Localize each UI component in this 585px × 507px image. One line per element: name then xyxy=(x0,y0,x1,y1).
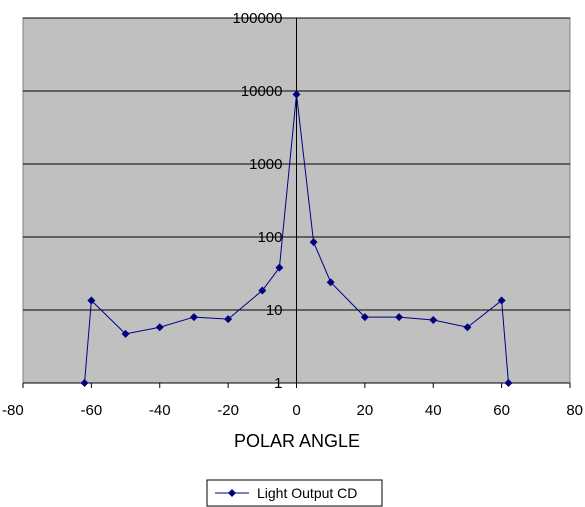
y-tick-label-0: 1 xyxy=(274,375,282,392)
x-tick-label-2: -40 xyxy=(149,402,171,419)
x-axis-title: POLAR ANGLE xyxy=(234,431,360,451)
data-point-0-14 xyxy=(463,323,472,332)
x-tick-label-6: 40 xyxy=(425,402,442,419)
x-tick-label-5: 20 xyxy=(357,402,374,419)
data-point-0-10 xyxy=(326,278,335,287)
data-point-0-2 xyxy=(121,329,130,338)
y-tick-label-1: 10 xyxy=(266,302,283,319)
y-tick-label-4: 10000 xyxy=(241,83,283,100)
x-tick-label-1: -60 xyxy=(81,402,103,419)
data-point-0-7 xyxy=(275,263,284,272)
x-tick-label-4: 0 xyxy=(292,402,300,419)
x-axis xyxy=(22,382,571,388)
y-tick-label-5: 100000 xyxy=(232,10,282,27)
data-point-0-12 xyxy=(395,313,404,322)
x-tick-label-0: -80 xyxy=(2,402,24,419)
data-point-0-11 xyxy=(360,313,369,322)
series-group xyxy=(80,90,513,387)
data-point-0-9 xyxy=(309,238,318,247)
data-point-0-16 xyxy=(504,379,513,387)
y-tick-labels: 1 10 100 1000 10000 100000 xyxy=(232,10,282,392)
x-tick-label-7: 60 xyxy=(493,402,510,419)
data-point-0-3 xyxy=(155,323,164,332)
x-tick-label-3: -20 xyxy=(217,402,239,419)
legend-label: Light Output CD xyxy=(257,485,357,501)
data-point-0-4 xyxy=(189,313,198,322)
y-tick-label-3: 1000 xyxy=(249,156,282,173)
legend-marker-swatch xyxy=(228,489,236,497)
x-tick-label-8: 80 xyxy=(566,402,583,419)
data-point-0-0 xyxy=(80,379,89,387)
data-point-0-15 xyxy=(497,296,506,305)
legend: Light Output CD xyxy=(206,479,383,507)
y-tick-label-2: 100 xyxy=(257,229,282,246)
data-point-0-1 xyxy=(87,296,96,305)
x-tick-labels: -80 -60 -40 -20 0 20 40 60 80 xyxy=(2,402,583,419)
data-point-0-13 xyxy=(429,315,438,324)
data-point-0-5 xyxy=(224,315,233,324)
data-point-0-8 xyxy=(292,90,301,99)
data-point-0-6 xyxy=(258,286,267,295)
